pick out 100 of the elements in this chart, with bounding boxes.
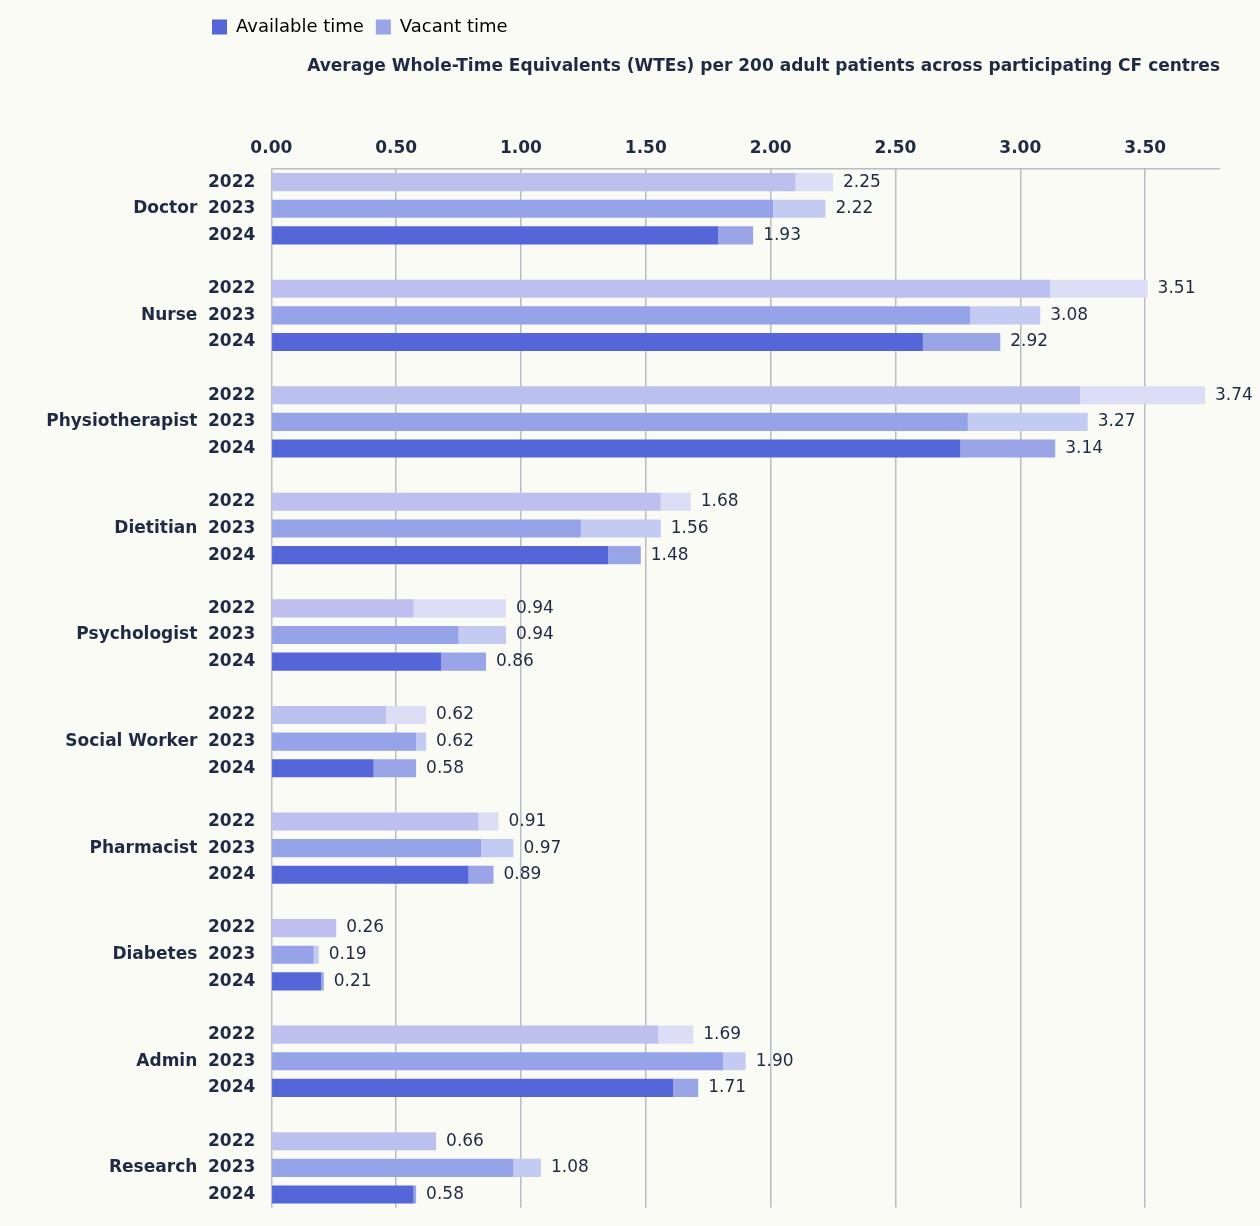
text: Research — [109, 1156, 198, 1177]
y-tick-label: 2022 — [207, 170, 256, 191]
y-tick-label: 2024 — [207, 1182, 256, 1203]
bar — [272, 865, 469, 884]
total-label: 2.22 — [835, 197, 874, 218]
y-tick-label: 2024 — [207, 1076, 256, 1097]
bar — [272, 812, 479, 831]
text: Social Worker — [65, 730, 198, 750]
bar — [272, 945, 314, 964]
y-tick-label: 2023 — [207, 730, 256, 750]
y-tick-label: 2022 — [207, 277, 256, 298]
total-label: 1.90 — [755, 1049, 794, 1070]
bar — [373, 759, 417, 778]
text: Admin — [136, 1049, 198, 1070]
bar — [272, 439, 961, 458]
bar — [967, 412, 1088, 431]
bar — [272, 519, 581, 538]
x-tick-label: 0.00 — [250, 137, 293, 158]
text: Pharmacist — [89, 836, 198, 857]
bar — [272, 226, 719, 245]
y-tick-label: 2022 — [207, 596, 256, 617]
bar — [513, 1158, 541, 1177]
bar — [272, 173, 796, 192]
legend-label: Available time — [236, 14, 364, 36]
bar — [468, 865, 494, 884]
text: Doctor — [133, 197, 198, 218]
bar — [272, 652, 442, 671]
total-label: 0.94 — [515, 623, 554, 644]
total-label: 0.26 — [346, 916, 385, 937]
y-tick-label: 2022 — [207, 383, 256, 404]
y-tick-label: 2023 — [207, 943, 256, 964]
bar — [413, 599, 506, 618]
bar — [272, 1052, 724, 1071]
y-tick-label: 2023 — [207, 1049, 256, 1070]
x-tick-label: 2.50 — [874, 137, 917, 158]
total-label: 3.74 — [1215, 383, 1253, 404]
total-label: 0.19 — [328, 943, 367, 964]
y-tick-label: 2024 — [207, 650, 256, 671]
bar — [272, 332, 923, 352]
bar — [272, 705, 387, 724]
total-label: 3.08 — [1050, 303, 1089, 324]
x-tick-label: 1.00 — [499, 137, 543, 158]
bar — [441, 652, 487, 671]
total-label: 0.21 — [333, 969, 372, 990]
y-tick-label: 2024 — [207, 223, 256, 244]
bar — [272, 625, 459, 645]
y-tick-label: 2022 — [207, 490, 256, 511]
y-tick-label: 2024 — [207, 863, 256, 884]
total-label: 0.97 — [523, 836, 562, 857]
x-tick-label: 3.00 — [999, 137, 1042, 158]
bar — [272, 599, 414, 618]
y-tick-label: 2022 — [207, 809, 256, 830]
y-tick-label: 2023 — [207, 623, 256, 644]
bar — [481, 839, 514, 858]
bar — [321, 972, 324, 991]
y-tick-label: 2023 — [207, 836, 256, 857]
bar — [272, 1132, 437, 1151]
total-label: 0.58 — [426, 756, 464, 777]
total-label: 2.92 — [1010, 330, 1049, 351]
bar — [272, 492, 661, 511]
text: Nurse — [140, 303, 198, 324]
chart-title: Average Whole-Time Equivalents (WTEs) per 200 adult patients across participating CF centres — [307, 54, 1220, 75]
bar — [313, 945, 319, 964]
bar — [272, 199, 774, 218]
total-label: 0.86 — [496, 650, 534, 671]
y-tick-label: 2023 — [207, 197, 256, 218]
total-label: 3.27 — [1097, 410, 1136, 431]
bar — [773, 199, 826, 218]
bar — [960, 439, 1056, 458]
bar — [272, 919, 337, 938]
total-label: 0.58 — [426, 1182, 464, 1203]
total-label: 0.66 — [446, 1129, 484, 1150]
total-label: 1.71 — [708, 1076, 747, 1097]
bar — [272, 1158, 514, 1177]
bar — [718, 226, 754, 245]
bar — [922, 332, 1001, 352]
total-label: 0.89 — [503, 863, 542, 884]
total-label: 0.94 — [515, 596, 554, 617]
total-label: 1.68 — [700, 490, 739, 511]
bar — [478, 812, 499, 831]
bar — [272, 972, 322, 991]
total-label: 0.91 — [508, 809, 547, 830]
bar — [272, 546, 609, 565]
y-tick-label: 2022 — [207, 1023, 256, 1044]
y-tick-label: 2024 — [207, 543, 256, 564]
bar — [673, 1078, 699, 1097]
bar — [272, 732, 417, 751]
x-tick-label: 3.50 — [1124, 137, 1167, 158]
bar — [272, 279, 1051, 298]
bar — [580, 519, 661, 538]
bar — [386, 705, 427, 724]
total-label: 1.93 — [763, 223, 802, 244]
bar — [1080, 386, 1206, 405]
bar — [1050, 279, 1148, 298]
bar — [272, 759, 374, 778]
y-tick-label: 2022 — [207, 1129, 256, 1150]
text: Dietitian — [114, 516, 198, 537]
bar — [608, 546, 641, 565]
x-tick-label: 0.50 — [375, 137, 418, 158]
total-label: 2.25 — [843, 170, 881, 191]
